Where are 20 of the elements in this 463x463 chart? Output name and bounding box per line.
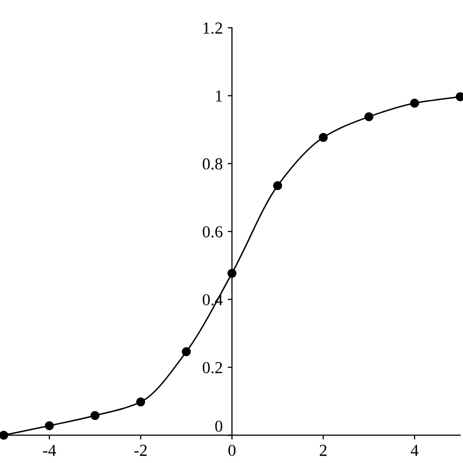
point [364, 112, 374, 122]
y-tick-label: 0.6 [202, 226, 222, 238]
y-tick-label: 0.2 [202, 362, 222, 374]
point [318, 132, 328, 142]
x-tick-label: -2 [134, 444, 147, 456]
point [273, 181, 282, 190]
x-tick-label: 2 [320, 444, 327, 456]
point [182, 347, 191, 356]
x-tick-label: 4 [410, 444, 418, 456]
point [410, 98, 420, 108]
x-tick-label: 0 [228, 444, 236, 456]
y-tick-label: 0.8 [202, 158, 222, 170]
point [136, 397, 146, 406]
y-tick-label: 1.2 [204, 22, 222, 34]
point [90, 411, 100, 420]
point [0, 430, 8, 440]
x-tick-label: -4 [43, 444, 56, 456]
y-tick-label: 1 [216, 90, 222, 102]
y-tick-label: 0 [215, 420, 222, 432]
point [44, 421, 54, 430]
